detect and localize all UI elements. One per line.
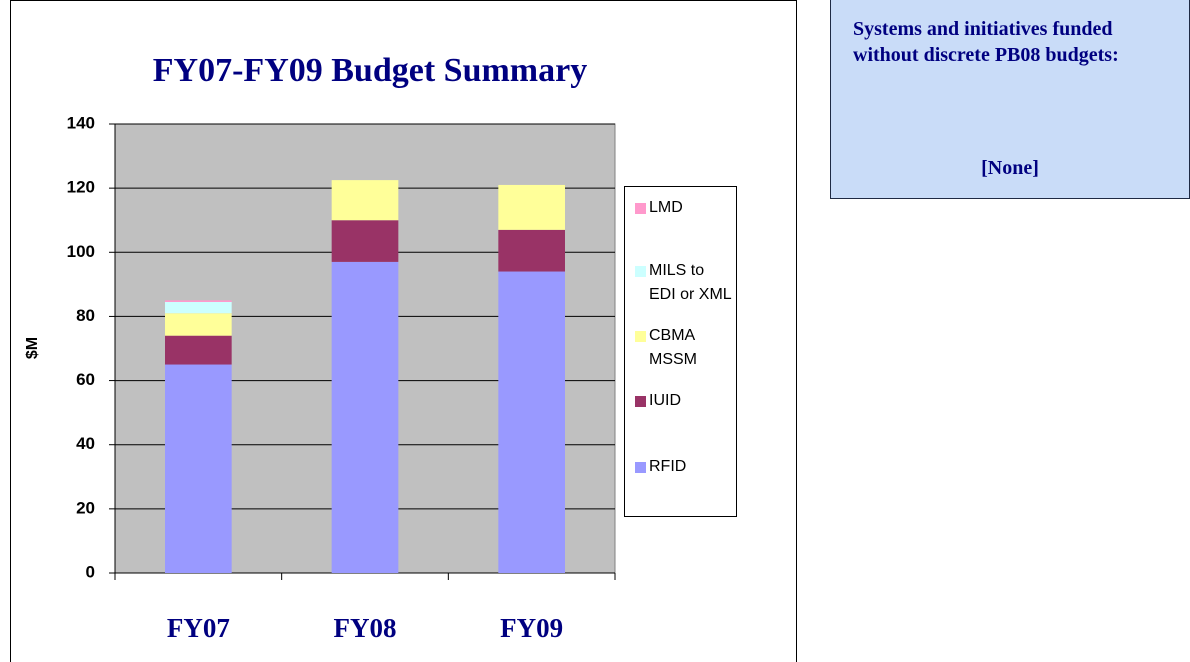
side-note-value: [None] — [981, 157, 1039, 179]
legend-swatch — [635, 331, 646, 342]
chart-title: FY07-FY09 Budget Summary — [153, 52, 587, 89]
y-tick-label: 140 — [67, 113, 95, 132]
y-tick-label: 40 — [76, 434, 95, 453]
bar-segment — [498, 229, 565, 272]
y-tick-label: 100 — [67, 242, 95, 261]
bar-segment — [498, 184, 565, 230]
bar-segment — [165, 364, 232, 573]
y-axis-label: $M — [24, 337, 41, 359]
y-tick-label: 120 — [67, 178, 95, 197]
legend-swatch — [635, 462, 646, 473]
legend-label: MILS to EDI or XML — [649, 262, 732, 303]
bar-segment — [331, 261, 399, 573]
legend-item: LMD — [635, 196, 735, 220]
x-tick-label: FY09 — [500, 613, 563, 643]
legend-swatch — [635, 266, 646, 277]
bar-segment — [165, 301, 232, 314]
y-tick-label: 0 — [86, 562, 95, 581]
side-note-heading: Systems and initiatives funded without d… — [853, 18, 1119, 66]
x-tick-label: FY08 — [334, 613, 397, 643]
legend-item: IUID — [635, 389, 735, 413]
bar-segment — [165, 300, 232, 302]
bar-segment — [331, 180, 399, 221]
bar-segment — [165, 313, 232, 336]
y-tick-label: 60 — [76, 370, 95, 389]
bar-segment — [331, 220, 399, 262]
legend-swatch — [635, 203, 646, 214]
y-tick-label: 20 — [76, 498, 95, 517]
legend-label: CBMA MSSM — [649, 327, 697, 368]
bar-segment — [165, 335, 232, 365]
legend-swatch — [635, 396, 646, 407]
side-note: Systems and initiatives funded without d… — [830, 0, 1190, 199]
bar-segment — [498, 271, 565, 573]
x-tick-label: FY07 — [167, 613, 230, 643]
legend-label: IUID — [649, 392, 681, 409]
legend-label: RFID — [649, 458, 687, 475]
y-tick-label: 80 — [76, 306, 95, 325]
legend-item: RFID — [635, 455, 735, 479]
legend-item: CBMA MSSM — [635, 324, 735, 372]
legend: RFID IUID CBMA MSSM MILS to EDI or XML LMD — [624, 186, 737, 517]
legend-label: LMD — [649, 199, 683, 216]
legend-item: MILS to EDI or XML — [635, 259, 735, 307]
